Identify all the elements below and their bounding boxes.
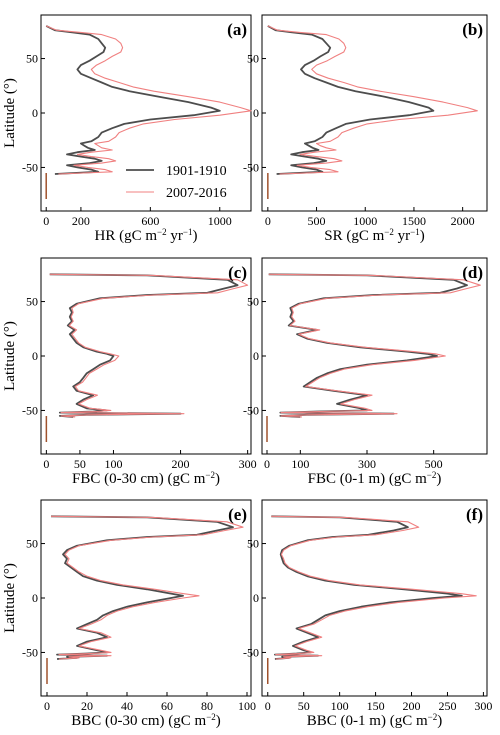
axes-frame xyxy=(261,257,488,455)
y-tick-label: 50 xyxy=(26,537,38,551)
axes-frame xyxy=(261,499,488,697)
y-tick-label: 50 xyxy=(26,295,38,309)
series-line-1 xyxy=(271,515,463,660)
y-tick-label: 0 xyxy=(32,349,38,363)
x-tick-label: 0 xyxy=(265,699,271,713)
series-line-2 xyxy=(267,25,478,175)
x-tick-label: 0 xyxy=(44,699,50,713)
series-line-1 xyxy=(267,25,435,175)
y-tick-label: 50 xyxy=(247,295,259,309)
y-tick-label: 0 xyxy=(253,106,259,120)
y-tick-label: -50 xyxy=(243,160,259,174)
x-tick-label: 0 xyxy=(43,214,49,228)
x-tick-label: 50 xyxy=(74,457,86,471)
y-axis-label: Latitude (°) xyxy=(2,78,18,148)
series-line-2 xyxy=(268,273,481,418)
x-tick-label: 1000 xyxy=(353,214,377,228)
y-tick-label: 0 xyxy=(253,591,259,605)
x-tick-label: 600 xyxy=(141,214,159,228)
x-tick-label: 40 xyxy=(121,699,133,713)
x-tick-label: 50 xyxy=(298,699,310,713)
legend-label: 2007-2016 xyxy=(166,186,227,201)
x-tick-label: 500 xyxy=(308,214,326,228)
series-line-2 xyxy=(50,515,244,660)
y-tick-label: -50 xyxy=(22,403,38,417)
y-tick-label: -50 xyxy=(22,160,38,174)
x-tick-label: 1000 xyxy=(208,214,232,228)
x-tick-label: 200 xyxy=(72,214,90,228)
x-tick-label: 0 xyxy=(265,214,271,228)
x-tick-label: 80 xyxy=(201,699,213,713)
panel-label: (b) xyxy=(462,20,483,39)
axes-frame xyxy=(261,14,488,212)
panel-label: (e) xyxy=(228,505,247,524)
x-tick-label: 100 xyxy=(291,457,309,471)
legend-label: 1901-1910 xyxy=(166,164,227,179)
x-tick-label: 0 xyxy=(264,457,270,471)
x-tick-label: 2000 xyxy=(451,214,475,228)
x-tick-label: 300 xyxy=(358,457,376,471)
x-tick-label: 0 xyxy=(43,457,49,471)
y-tick-label: 50 xyxy=(247,537,259,551)
series-line-2 xyxy=(45,25,252,175)
x-axis-label: BBC (0-30 cm) (gC m−2) xyxy=(71,712,221,729)
y-tick-label: -50 xyxy=(243,645,259,659)
x-tick-label: 500 xyxy=(425,457,443,471)
panel-f: 0 50 100 150 200 250 300 50 0 -50 (f) BBC (0-1 m) (… xyxy=(243,499,492,729)
x-tick-label: 250 xyxy=(438,699,456,713)
panel-a: 0 200 600 1000 50 0 -50 (a) HR (gC m−2 yr−1) Lati… xyxy=(2,14,252,244)
x-axis-label: FBC (0-30 cm) (gC m−2) xyxy=(72,470,220,487)
y-tick-label: -50 xyxy=(243,403,259,417)
panel-label: (d) xyxy=(462,263,483,282)
x-tick-label: 100 xyxy=(331,699,349,713)
x-tick-label: 1500 xyxy=(402,214,426,228)
series-line-2 xyxy=(271,515,477,660)
y-tick-label: 0 xyxy=(32,591,38,605)
series-line-2 xyxy=(49,273,249,418)
x-tick-label: 150 xyxy=(367,699,385,713)
y-tick-label: -50 xyxy=(22,645,38,659)
series-line-1 xyxy=(45,25,221,175)
x-tick-label: 60 xyxy=(161,699,173,713)
x-axis-label: SR (gC m−2 yr−1) xyxy=(324,227,424,244)
y-axis-label: Latitude (°) xyxy=(2,563,18,633)
y-tick-label: 50 xyxy=(26,52,38,66)
y-tick-label: 0 xyxy=(32,106,38,120)
x-axis-label: HR (gC m−2 yr−1) xyxy=(95,227,198,244)
y-axis-label: Latitude (°) xyxy=(2,321,18,391)
x-tick-label: 20 xyxy=(81,699,93,713)
x-tick-label: 300 xyxy=(239,457,257,471)
axes-frame xyxy=(40,257,252,455)
x-tick-label: 100 xyxy=(104,457,122,471)
x-axis-label: BBC (0-1 m) (gC m−2) xyxy=(307,712,442,729)
panel-label: (c) xyxy=(228,263,247,282)
panel-e: 0 20 40 60 80 100 50 0 -50 (e) BBC (0-30 cm) (gC m… xyxy=(2,499,256,729)
x-axis-label: FBC (0-1 m) (gC m−2) xyxy=(308,470,442,487)
x-tick-label: 100 xyxy=(238,699,256,713)
x-tick-label: 200 xyxy=(403,699,421,713)
panel-c: 0 50 100 200 300 50 0 -50 (c) FBC (0-30 cm) (gC m… xyxy=(2,257,257,487)
y-tick-label: 50 xyxy=(247,52,259,66)
x-tick-label: 300 xyxy=(474,699,492,713)
y-tick-label: 0 xyxy=(253,349,259,363)
axes-frame xyxy=(40,14,252,212)
x-tick-label: 200 xyxy=(172,457,190,471)
panel-label: (a) xyxy=(227,20,247,39)
panel-label: (f) xyxy=(466,505,483,524)
